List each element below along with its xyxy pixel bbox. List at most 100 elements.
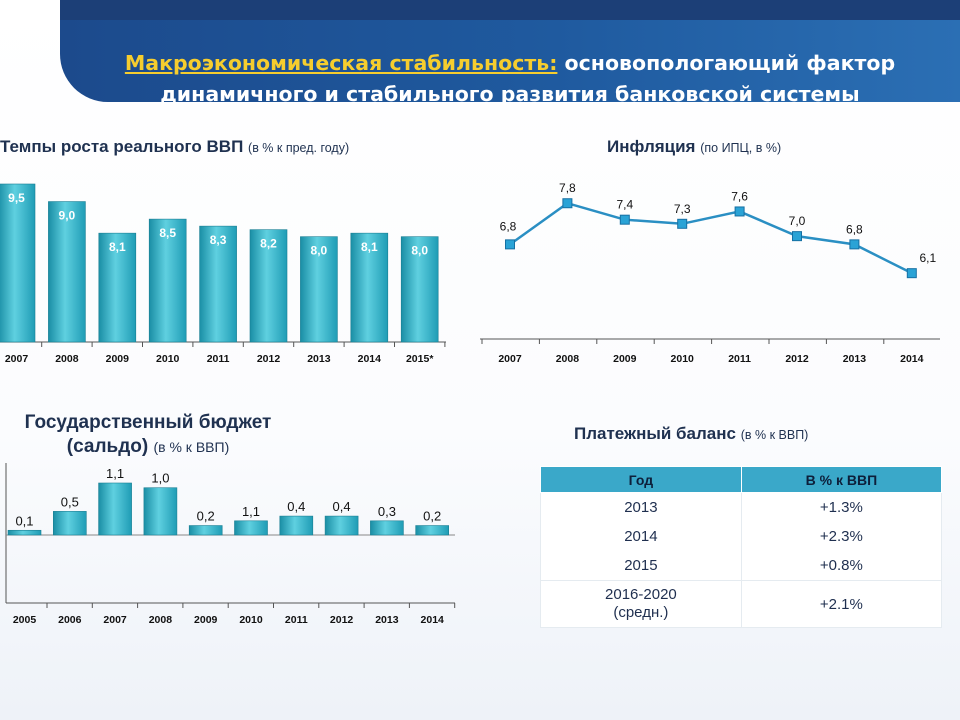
table-row: 2013 +1.3% bbox=[540, 492, 943, 522]
gdp-data-label: 8,0 bbox=[311, 244, 328, 258]
table-row: 2016-2020 (средн.) +2.1% bbox=[540, 580, 943, 628]
gdp-data-label: 8,2 bbox=[260, 237, 277, 251]
inflation-chart-title: Инфляция (по ИПЦ, в %) bbox=[607, 137, 781, 157]
gdp-tick-label: 2013 bbox=[307, 353, 331, 365]
budget-bar bbox=[7, 529, 42, 536]
inflation-data-label: 6,8 bbox=[500, 219, 517, 233]
balance-table-title: Платежный баланс (в % к ВВП) bbox=[574, 424, 808, 444]
inflation-series-line bbox=[509, 201, 913, 275]
budget-tick-label: 2012 bbox=[330, 614, 354, 626]
gdp-tick-label: 2012 bbox=[257, 353, 281, 365]
budget-data-label: 1,0 bbox=[151, 471, 169, 486]
gdp-data-label: 8,5 bbox=[159, 226, 176, 240]
budget-bar bbox=[324, 515, 359, 536]
budget-tick-label: 2008 bbox=[149, 614, 173, 626]
inflation-line-chart: 6,8 2007 7,8 2008 7,4 2009 7,3 2010 7,6 2011 7,0 20… bbox=[480, 181, 940, 365]
budget-data-label: 0,2 bbox=[423, 509, 441, 524]
column-header-percent: В % к ВВП bbox=[740, 466, 943, 493]
table-cell-value: +2.3% bbox=[740, 522, 943, 551]
budget-data-label: 1,1 bbox=[242, 504, 260, 519]
inflation-tick-label: 2010 bbox=[671, 353, 695, 365]
gdp-bar bbox=[199, 225, 237, 343]
budget-title-line1: Государственный бюджет bbox=[24, 412, 272, 433]
inflation-data-label: 7,6 bbox=[731, 189, 748, 203]
budget-bar bbox=[98, 482, 132, 536]
gdp-title-text: Темпы роста реального ВВП bbox=[0, 137, 244, 156]
balance-title-text: Платежный баланс bbox=[574, 424, 736, 443]
gdp-data-label: 9,0 bbox=[59, 209, 76, 223]
budget-tick-label: 2009 bbox=[194, 614, 218, 626]
gdp-bar bbox=[249, 229, 288, 343]
gdp-tick-label: 2007 bbox=[5, 353, 29, 365]
table-row: 2015 +0.8% bbox=[540, 551, 943, 581]
budget-data-label: 0,4 bbox=[333, 499, 351, 514]
column-header-year: Год bbox=[540, 466, 742, 493]
budget-tick-label: 2013 bbox=[375, 614, 399, 626]
header-banner: Макроэкономическая стабильность: основоп… bbox=[60, 20, 960, 106]
budget-data-label: 0,3 bbox=[378, 504, 396, 519]
inflation-point bbox=[849, 239, 860, 250]
budget-tick-label: 2011 bbox=[285, 614, 308, 626]
budget-chart-title: Государственный бюджет (сальдо) (в % к В… bbox=[8, 411, 288, 459]
page-title-rest: основопологающий фактор bbox=[557, 51, 896, 75]
gdp-data-label: 8,1 bbox=[109, 240, 126, 254]
gdp-data-label: 9,5 bbox=[8, 191, 25, 205]
top-strip bbox=[60, 0, 960, 20]
budget-data-label: 0,2 bbox=[197, 509, 215, 524]
budget-bar bbox=[52, 511, 87, 536]
gdp-data-label: 8,0 bbox=[411, 244, 428, 258]
budget-tick-label: 2005 bbox=[13, 614, 37, 626]
budget-bar bbox=[279, 515, 314, 536]
table-cell-value: +1.3% bbox=[740, 492, 943, 522]
budget-tick-label: 2010 bbox=[239, 614, 263, 626]
table-row: 2014 +2.3% bbox=[540, 522, 943, 551]
gdp-bar bbox=[98, 232, 137, 343]
gdp-tick-label: 2009 bbox=[106, 353, 130, 365]
inflation-point bbox=[792, 231, 802, 242]
budget-bar bbox=[143, 487, 178, 536]
inflation-point bbox=[734, 206, 745, 217]
budget-bar-chart: 0,1 2005 0,5 2006 1,1 2007 1,0 2008 0,2 2009 1,1 20… bbox=[5, 463, 456, 626]
budget-data-label: 0,1 bbox=[15, 513, 33, 528]
budget-bar bbox=[188, 525, 223, 536]
page-title-line2: динамичного и стабильного развития банко… bbox=[160, 82, 860, 106]
gdp-bar bbox=[0, 183, 36, 343]
gdp-data-label: 8,3 bbox=[210, 233, 227, 247]
budget-data-label: 0,4 bbox=[287, 499, 305, 514]
gdp-bar bbox=[300, 236, 338, 343]
gdp-tick-label: 2010 bbox=[156, 353, 180, 365]
inflation-data-label: 7,0 bbox=[789, 214, 806, 228]
inflation-tick-label: 2013 bbox=[843, 353, 867, 365]
balance-table-header: Год В % к ВВП bbox=[540, 466, 943, 493]
table-cell-year: 2015 bbox=[540, 551, 742, 581]
gdp-bar-chart: 9,5 2007 9,0 2008 8,1 2009 8,5 2010 8,3 2011 8,2 20… bbox=[0, 183, 446, 365]
inflation-data-label: 7,4 bbox=[616, 198, 633, 212]
budget-tick-label: 2014 bbox=[421, 614, 445, 626]
budget-bar bbox=[234, 520, 268, 536]
inflation-subtitle: (по ИПЦ, в %) bbox=[700, 141, 782, 155]
table-cell-year: 2014 bbox=[540, 522, 742, 551]
gdp-bar bbox=[350, 232, 389, 343]
inflation-data-label: 6,8 bbox=[846, 222, 863, 236]
table-cell-year: 2013 bbox=[540, 492, 742, 522]
page-title-highlight: Макроэкономическая стабильность: bbox=[124, 51, 558, 75]
gdp-bar bbox=[48, 201, 86, 343]
balance-table: Год В % к ВВП 2013 +1.3% 2014 +2.3% 2015… bbox=[540, 466, 943, 628]
inflation-point bbox=[677, 218, 688, 229]
inflation-point bbox=[562, 198, 573, 209]
budget-subtitle: (в % к ВВП) bbox=[153, 439, 230, 455]
table-cell-value: +2.1% bbox=[740, 580, 943, 628]
gdp-bar bbox=[400, 236, 439, 343]
inflation-tick-label: 2011 bbox=[728, 353, 751, 365]
inflation-tick-label: 2008 bbox=[556, 353, 580, 365]
budget-data-label: 1,1 bbox=[106, 466, 124, 481]
budget-tick-label: 2007 bbox=[103, 614, 127, 626]
budget-data-label: 0,5 bbox=[61, 494, 79, 509]
inflation-tick-label: 2007 bbox=[498, 353, 522, 365]
inflation-tick-label: 2009 bbox=[613, 353, 637, 365]
gdp-bar bbox=[148, 218, 187, 343]
gdp-tick-label: 2008 bbox=[55, 353, 79, 365]
inflation-point bbox=[505, 239, 515, 250]
gdp-chart-title: Темпы роста реального ВВП (в % к пред. г… bbox=[0, 137, 349, 157]
inflation-data-label: 6,1 bbox=[919, 251, 936, 265]
